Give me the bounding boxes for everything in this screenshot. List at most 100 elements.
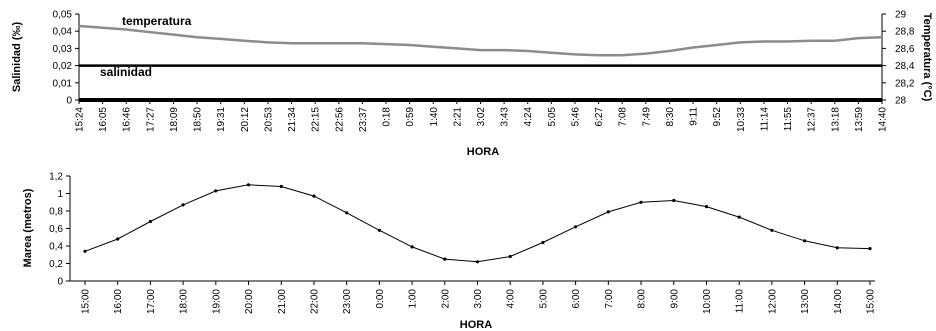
- chart1-x-tick-label: 4:24: [523, 107, 534, 127]
- chart1-x-tick-label: 5:05: [547, 107, 558, 127]
- chart1-x-tick-label: 6:27: [594, 107, 605, 127]
- chart2-x-tick-label: 5:00: [538, 289, 549, 309]
- chart2-y-tick-label: 1,2: [49, 172, 63, 183]
- chart1-x-tick-label: 0:59: [405, 107, 416, 127]
- chart2-x-tick-label: 8:00: [637, 289, 648, 309]
- chart2-y-tick-label: 0: [57, 277, 63, 288]
- chart1-y2-tick-label: 28,8: [895, 27, 915, 38]
- chart2-x-tick-label: 18:00: [179, 289, 190, 314]
- chart1-x-tick-label: 12:37: [807, 107, 818, 132]
- chart2-y-tick-label: 0,4: [49, 242, 63, 253]
- chart2-data-point: [181, 203, 185, 207]
- chart2-x-tick-label: 15:00: [81, 289, 92, 314]
- chart2-x-tick-label: 1:00: [408, 289, 419, 309]
- chart2-data-point: [377, 228, 381, 232]
- chart1-x-tick-label: 22:56: [334, 107, 345, 132]
- chart1-y-tick-label: 0,03: [53, 44, 73, 55]
- chart1-series-line-1: [78, 24, 883, 57]
- chart2-y-tick-label: 1: [57, 189, 63, 200]
- chart1-y-tick-label: 0,04: [53, 27, 73, 38]
- chart2-data-point: [475, 260, 480, 264]
- chart2-x-tick-label: 14:00: [833, 289, 844, 314]
- chart2-y-title: Marea (metros): [22, 188, 34, 267]
- chart1-y2-tick-label: 29: [895, 10, 907, 21]
- chart1-x-tick-label: 14:40: [878, 107, 889, 132]
- chart2-data-point: [279, 184, 283, 189]
- chart2-x-tick-label: 12:00: [767, 289, 778, 314]
- chart2-data-point: [83, 249, 87, 253]
- chart1-x-tick-label: 22:15: [311, 107, 322, 132]
- chart2-x-tick-label: 13:00: [800, 289, 811, 314]
- chart2-data-point: [868, 247, 872, 251]
- chart1-y2-tick-label: 28,6: [895, 44, 915, 55]
- chart1-x-tick-label: 7:08: [618, 107, 629, 127]
- chart2-data-point: [148, 219, 152, 224]
- chart2-x-tick-label: 20:00: [244, 289, 255, 314]
- chart1-x-tick-label: 19:31: [216, 107, 227, 132]
- chart1-x-tick-label: 0:18: [382, 107, 393, 127]
- chart2-data-point: [246, 183, 251, 187]
- chart1-x-tick-label: 10:33: [736, 107, 747, 132]
- chart2-data-point: [312, 194, 316, 198]
- chart1-y2-tick-label: 28,4: [895, 61, 915, 72]
- chart1-y2-title: Temperatura (°C): [921, 13, 933, 102]
- chart1-y-tick-label: 0,05: [53, 10, 73, 21]
- chart1-x-tick-label: 5:46: [570, 107, 581, 127]
- chart1-x-tick-label: 18:50: [193, 107, 204, 132]
- chart2-x-tick-label: 2:00: [440, 289, 451, 309]
- chart2-x-tick-label: 16:00: [113, 289, 124, 314]
- chart2-data-point: [606, 210, 610, 214]
- chart1-x-tick-label: 16:46: [122, 107, 133, 132]
- chart2-y-tick-label: 0,2: [49, 259, 63, 270]
- chart2-x-tick-label: 23:00: [342, 289, 353, 314]
- chart1-x-tick-label: 7:49: [641, 107, 652, 127]
- chart1-x-tick-label: 11:55: [783, 107, 794, 132]
- chart2-y-tick-label: 0,6: [49, 224, 63, 235]
- chart2-series-line: [84, 184, 871, 263]
- chart2-x-tick-label: 0:00: [375, 289, 386, 309]
- chart2-data-point: [737, 215, 741, 219]
- chart2-data-point: [835, 246, 839, 250]
- chart2-data-point: [803, 239, 807, 243]
- chart1-x-title: HORA: [467, 146, 499, 158]
- chart1-x-tick-label: 8:30: [665, 107, 676, 127]
- chart1-x-tick-label: 15:24: [75, 107, 86, 132]
- chart2-data-point: [116, 237, 120, 241]
- chart2-x-tick-label: 10:00: [702, 289, 713, 314]
- chart2-data-point: [443, 257, 447, 261]
- chart2-x-tick-label: 9:00: [669, 289, 680, 309]
- chart1-x-tick-label: 23:37: [358, 107, 369, 132]
- chart1-y-tick-label: 0: [66, 96, 72, 107]
- chart1-series-label-1: temperatura: [122, 14, 192, 28]
- chart1-x-tick-label: 13:18: [830, 107, 841, 132]
- chart2-x-tick-label: 19:00: [211, 289, 222, 314]
- chart2-x-title: HORA: [460, 319, 492, 331]
- chart1-series-label-2: salinidad: [100, 65, 152, 79]
- chart1-x-tick-label: 2:21: [452, 107, 463, 127]
- chart2-data-point: [214, 189, 218, 193]
- chart2-data-point: [672, 198, 676, 203]
- chart1-x-tick-label: 20:12: [240, 107, 251, 132]
- chart2-x-tick-label: 15:00: [866, 289, 877, 314]
- chart1-y2-tick-label: 28,2: [895, 78, 915, 89]
- chart2-x-tick-label: 11:00: [735, 289, 746, 314]
- chart2-x-tick-label: 6:00: [571, 289, 582, 309]
- chart1-x-tick-label: 13:59: [854, 107, 865, 132]
- chart2-data-point: [508, 254, 512, 259]
- chart2-x-tick-label: 7:00: [604, 289, 615, 309]
- chart2-data-point: [541, 240, 545, 245]
- chart2-data-point: [704, 205, 709, 209]
- chart1-x-tick-label: 3:02: [476, 107, 487, 127]
- chart1-y-tick-label: 0,02: [53, 61, 73, 72]
- chart1-x-tick-label: 20:53: [263, 107, 274, 132]
- chart2-data-point: [770, 228, 774, 232]
- chart2-y-tick-label: 0,8: [49, 207, 63, 218]
- chart1-x-tick-label: 9:11: [689, 107, 700, 126]
- chart2-x-tick-label: 21:00: [277, 289, 288, 314]
- chart1-x-tick-label: 16:05: [98, 107, 109, 132]
- chart2-x-tick-label: 4:00: [506, 289, 517, 309]
- chart1-y2-tick-label: 28: [895, 96, 907, 107]
- chart2-data-point: [410, 245, 414, 249]
- chart1-x-tick-label: 11:14: [759, 107, 770, 132]
